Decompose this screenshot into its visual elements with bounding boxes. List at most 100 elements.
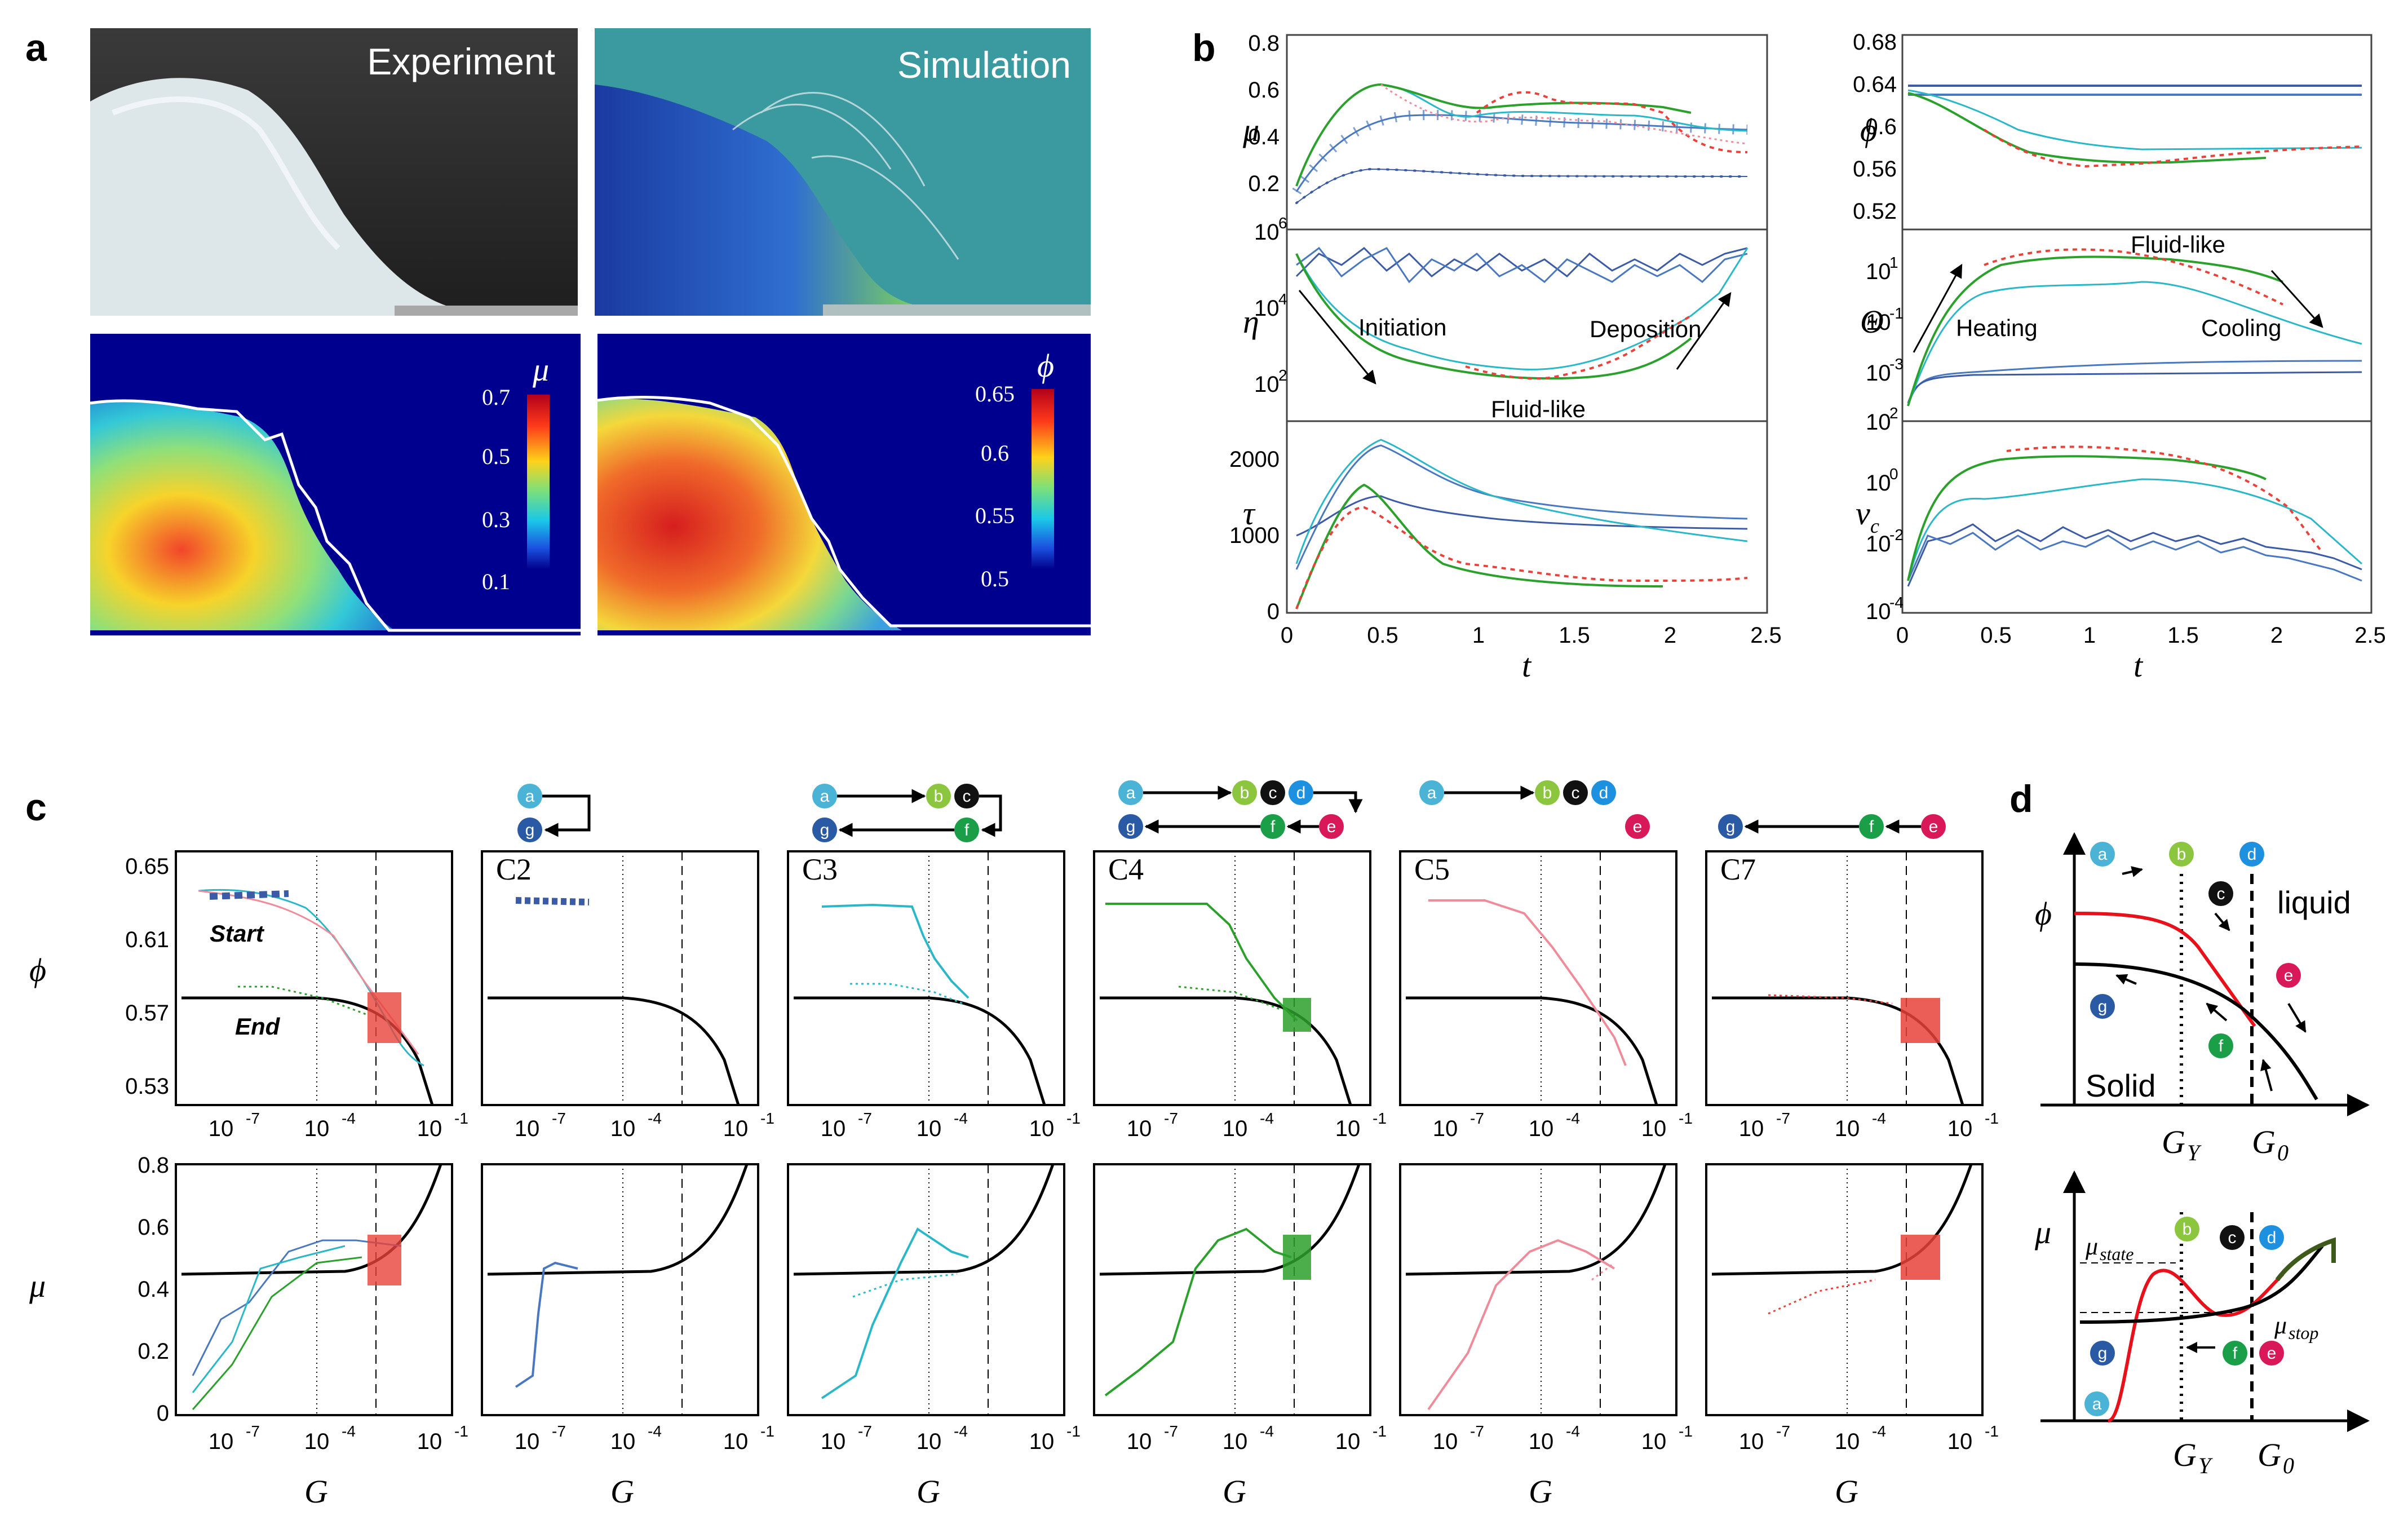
c-phi-tick: 0.57 (125, 1001, 169, 1026)
c-flow-c4: a b c d e f g (1118, 780, 1363, 839)
node-g: g (2098, 1344, 2108, 1363)
c-xtick-base: 10 (1029, 1429, 1055, 1454)
c-xtick-base: 10 (1529, 1429, 1554, 1454)
c-xtick-exp: -1 (1985, 1422, 1999, 1440)
phi-colorbar-symbol: ϕ (1037, 347, 1054, 384)
b-vc-tick-exp: 2 (1889, 404, 1898, 422)
node-f: f (2233, 1344, 2238, 1363)
c-xtick-exp: -7 (1164, 1110, 1178, 1127)
c-xtick-base: 10 (1739, 1116, 1764, 1141)
b-x-tick: 1 (2083, 623, 2096, 648)
node-e: e (1633, 818, 1643, 836)
node-e: e (1327, 818, 1336, 836)
b-eta-tick-exp: 6 (1278, 214, 1287, 232)
d-gy-sub: Y (2198, 1453, 2213, 1478)
c-xtick-base: 10 (1433, 1429, 1458, 1454)
node-b: b (2177, 845, 2186, 864)
node-g: g (2098, 997, 2108, 1016)
c-xtick-exp: -4 (954, 1110, 968, 1127)
b-eta-tick-base: 10 (1254, 296, 1280, 321)
c-col-3 (787, 850, 1065, 1416)
simulation-render: Simulation (595, 28, 1091, 316)
c-xtick-exp: -1 (1373, 1422, 1387, 1440)
c-xtick-base: 10 (1947, 1429, 1973, 1454)
b-eta-annotation: Fluid-like (1491, 396, 1586, 422)
b-vc-ylabel: v (1856, 495, 1870, 532)
c-phi-tick: 0.65 (125, 854, 169, 879)
c-xtick-exp: -4 (648, 1422, 662, 1440)
b-theta-tick-base: 10 (1866, 361, 1891, 386)
mu-cbar-tick: 0.1 (482, 569, 510, 594)
c-xtick-base: 10 (209, 1429, 234, 1454)
c-col-5 (1399, 850, 1677, 1416)
b-vc-tick-exp: -2 (1889, 526, 1904, 544)
b-tau-tick: 1000 (1229, 523, 1280, 548)
c-xtick-base: 10 (1335, 1116, 1361, 1141)
c-xticks: 10 -7 10 -4 10 -1 10 -7 10 -4 10 -1 10 -… (209, 1110, 1999, 1454)
c-xtick-base: 10 (1835, 1429, 1860, 1454)
node-a: a (820, 787, 830, 806)
b-theta-tick-base: 10 (1866, 310, 1891, 335)
b-x-tick: 1.5 (2167, 623, 2199, 648)
c-xtick-base: 10 (1947, 1116, 1973, 1141)
c-mu-label: μ (29, 1267, 46, 1304)
c-xtick-exp: -7 (1776, 1422, 1790, 1440)
panel-c: ϕ μ 0.65 0.61 0.57 0.53 0.8 0.6 0.4 0.2 … (29, 780, 1999, 1510)
mu-field-map: μ 0.7 0.5 0.3 0.1 (90, 334, 581, 635)
c-mu-tick: 0.4 (138, 1277, 169, 1302)
c-xlabel: G (1223, 1473, 1246, 1510)
phi-field-map: ϕ 0.65 0.6 0.55 0.5 (597, 334, 1091, 635)
c-xtick-exp: -1 (1066, 1422, 1081, 1440)
node-a: a (2092, 1395, 2102, 1413)
c-xtick-exp: -7 (246, 1110, 260, 1127)
c-start-label: Start (210, 920, 265, 947)
c-xtick-exp: -4 (1260, 1422, 1274, 1440)
c-xlabel: G (610, 1473, 634, 1510)
panel-label-a: a (25, 26, 47, 69)
c-xtick-exp: -4 (954, 1422, 968, 1440)
b-x-tick: 1.5 (1559, 623, 1590, 648)
c-xtick-base: 10 (821, 1429, 846, 1454)
c-xtick-exp: -4 (1260, 1110, 1274, 1127)
b-phi-tick: 0.6 (1865, 114, 1897, 139)
b-theta-tick-exp: 1 (1889, 254, 1898, 271)
c-xtick-exp: -7 (1470, 1422, 1484, 1440)
b-phi-tick: 0.52 (1853, 199, 1897, 224)
b-vc-tick-base: 10 (1866, 599, 1891, 624)
node-b: b (1543, 784, 1552, 802)
b-x-tick: 1 (1472, 623, 1485, 648)
c-xtick-base: 10 (515, 1116, 540, 1141)
panel-label-c: c (25, 786, 47, 829)
c-xtick-exp: -1 (1679, 1110, 1693, 1127)
node-b: b (934, 787, 944, 806)
phi-cbar-tick: 0.5 (981, 566, 1009, 591)
b-x-tick: 2.5 (1750, 623, 1782, 648)
b-eta-series: Initiation Deposition Fluid-like (1295, 246, 1749, 422)
c-case-label: C7 (1720, 852, 1756, 886)
panel-d: ϕ liquid Solid G Y G 0 a b d c e f g μ μ… (2034, 832, 2370, 1478)
c-col-2 (481, 850, 759, 1416)
c-xtick-exp: -7 (1776, 1110, 1790, 1127)
c-flow-c7: g f e (1718, 814, 1946, 839)
c-mu-tick: 0 (157, 1401, 169, 1426)
node-b: b (1240, 784, 1250, 802)
node-a: a (1427, 784, 1437, 802)
b-mu-tick: 0.8 (1248, 31, 1280, 56)
node-f: f (1271, 818, 1276, 836)
mu-colorbar-symbol: μ (532, 351, 549, 388)
b-theta-tick-base: 10 (1866, 259, 1891, 284)
node-b: b (2183, 1220, 2192, 1239)
node-a: a (525, 787, 535, 806)
node-f: f (2219, 1037, 2224, 1055)
phi-cbar-tick: 0.65 (975, 381, 1015, 406)
c-case-label: C2 (496, 852, 532, 886)
b-eta-ylabel: η (1243, 303, 1259, 340)
node-d: d (1599, 784, 1609, 802)
c-xtick-base: 10 (917, 1429, 942, 1454)
b-x-tick: 0.5 (1367, 623, 1398, 648)
c-xtick-base: 10 (1529, 1116, 1554, 1141)
d-mu-state: μ (2085, 1232, 2098, 1260)
node-c: c (2228, 1229, 2237, 1247)
c-xlabel: G (1529, 1473, 1552, 1510)
node-e: e (2284, 966, 2294, 985)
